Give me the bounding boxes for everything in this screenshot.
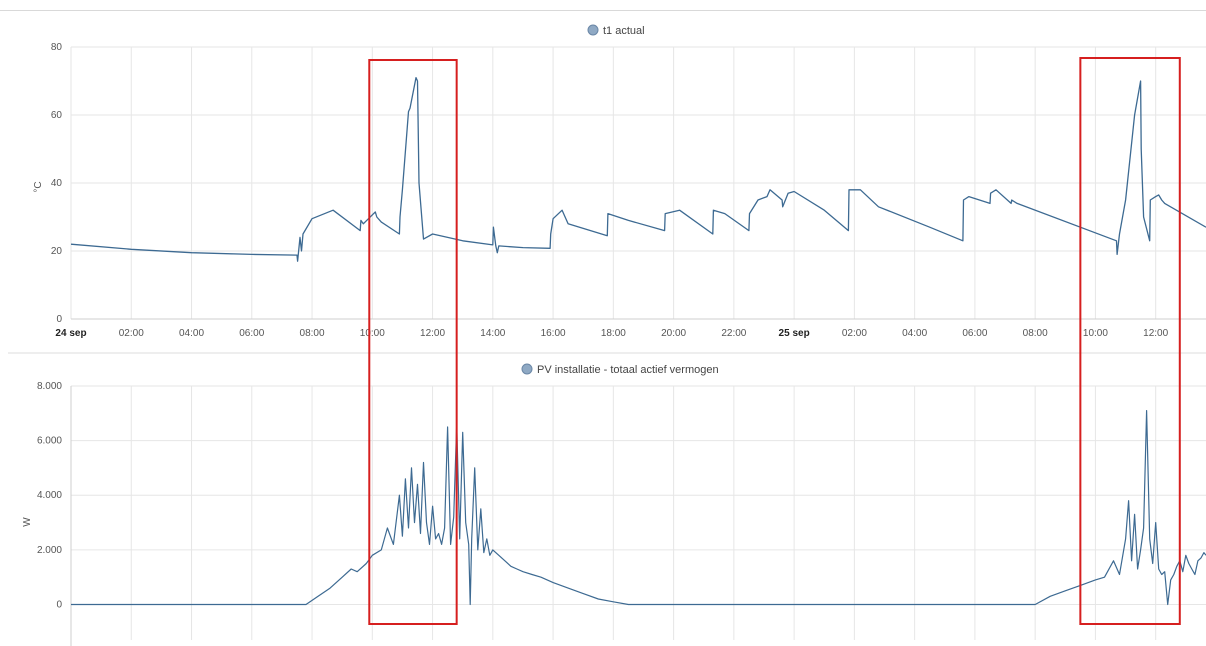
chart1-x-tick-label: 10:00 [1083, 328, 1108, 339]
chart1-x-tick-label: 22:00 [721, 328, 746, 339]
chart1-x-tick-label: 10:00 [360, 328, 385, 339]
chart1-y-tick-label: 40 [51, 178, 63, 189]
chart1-legend[interactable]: t1 actual [587, 24, 645, 37]
chart2-y-tick-label: 6.000 [37, 436, 62, 447]
chart1-legend-label[interactable]: t1 actual [603, 25, 645, 37]
chart1-series [70, 76, 1206, 262]
chart1-x-tick-label: 02:00 [842, 328, 867, 339]
chart1-x-tick-label: 25 sep [779, 328, 810, 339]
chart1-x-tick-label: 04:00 [902, 328, 927, 339]
chart2-y-ticks: 0 2.000 4.000 6.000 8.000 [37, 381, 62, 610]
chart2-grid [70, 385, 1206, 646]
chart1-x-tick-label: 24 sep [55, 328, 86, 339]
chart1-y-ticks: 0 20 40 60 80 [51, 42, 63, 325]
highlight-box [1079, 57, 1181, 625]
chart2-legend-label[interactable]: PV installatie - totaal actief vermogen [537, 364, 719, 376]
chart2-series [71, 410, 1206, 606]
chart1-x-tick-label: 20:00 [661, 328, 686, 339]
chart1-y-tick-label: 0 [56, 314, 62, 325]
chart1-x-tick-label: 14:00 [480, 328, 505, 339]
chart2-series-line [71, 410, 1206, 606]
chart1-legend-marker[interactable] [587, 24, 599, 36]
chart1-x-tick-label: 18:00 [601, 328, 626, 339]
chart1-y-tick-label: 20 [51, 246, 63, 257]
chart1-x-ticks: 24 sep 02:00 04:00 06:00 08:00 10:00 12:00 14:0… [55, 328, 1168, 339]
chart1-y-tick-label: 80 [51, 42, 63, 53]
chart1-y-tick-label: 60 [51, 110, 63, 121]
chart2-y-tick-label: 8.000 [37, 381, 62, 392]
chart1-x-tick-label: 04:00 [179, 328, 204, 339]
chart1-grid [70, 46, 1206, 320]
chart1-x-tick-label: 08:00 [1023, 328, 1048, 339]
chart1-x-tick-label: 02:00 [119, 328, 144, 339]
highlight-box [368, 59, 458, 625]
chart1-y-axis-label: °C [33, 181, 44, 192]
chart2-y-tick-label: 0 [56, 599, 62, 610]
chart1-x-tick-label: 08:00 [300, 328, 325, 339]
chart2-y-tick-label: 4.000 [37, 490, 62, 501]
chart2-legend-marker[interactable] [521, 363, 533, 375]
chart1-x-tick-label: 12:00 [420, 328, 445, 339]
chart2-y-tick-label: 2.000 [37, 545, 62, 556]
chart1-x-tick-label: 16:00 [541, 328, 566, 339]
chart1-x-tick-label: 12:00 [1143, 328, 1168, 339]
highlight-boxes [368, 57, 1181, 625]
chart1-x-tick-label: 06:00 [962, 328, 987, 339]
chart2-legend[interactable]: PV installatie - totaal actief vermogen [521, 363, 719, 376]
top-divider [0, 10, 1206, 11]
chart1-series-line [70, 76, 1206, 262]
chart1-x-tick-label: 06:00 [239, 328, 264, 339]
chart2-y-axis-label: W [22, 517, 33, 527]
